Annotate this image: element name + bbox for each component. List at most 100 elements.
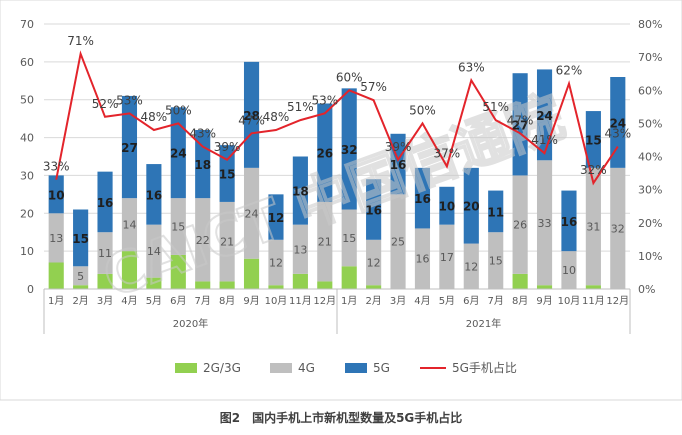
label-4g-18: 15 [489, 255, 503, 268]
bar-2G/3G-7 [219, 281, 235, 289]
bar-5G-6 [195, 130, 211, 199]
bar-2G/3G-10 [292, 273, 308, 289]
y-tick-label: 60 [20, 56, 34, 69]
bar-5G-9 [268, 194, 284, 240]
x-tick-label: 2月 [72, 295, 88, 307]
label-5g-20: 24 [536, 109, 553, 123]
bar-4G-16 [439, 224, 455, 289]
bar-2G/3G-20 [536, 285, 553, 289]
bar-5G-15 [414, 167, 431, 229]
legend-label: 2G/3G [203, 361, 241, 375]
label-pct-6: 43% [189, 127, 216, 141]
label-5g-19: 27 [512, 118, 529, 132]
label-4g-15: 16 [415, 253, 429, 266]
legend-swatch-4G [270, 363, 292, 373]
bar-4G-22 [585, 167, 601, 286]
label-5g-22: 15 [585, 133, 602, 147]
label-4g-9: 12 [269, 257, 283, 270]
labels-layer: 13 10 5 15 11 16 14 27 14 16 15 24 22 18 21 15 24 28 12 12 1… [43, 34, 631, 283]
y2-tick-label: 20% [638, 217, 662, 230]
y-tick-label: 10 [20, 245, 34, 258]
bar-4G-20 [536, 160, 553, 286]
label-4g-19: 26 [513, 219, 527, 232]
figure-caption: 图2 国内手机上市新机型数量及5G手机占比 [220, 410, 463, 425]
bar-2G/3G-4 [146, 277, 162, 289]
x-tick-label: 8月 [219, 295, 235, 307]
label-5g-14: 16 [390, 158, 407, 172]
bar-2G/3G-11 [317, 281, 333, 289]
bar-4G-4 [146, 224, 162, 278]
y2-tick-label: 0% [638, 283, 655, 296]
x-tick-label: 10月 [558, 295, 581, 307]
label-pct-19: 47% [507, 113, 534, 127]
x-tick-label: 11月 [289, 295, 312, 307]
label-pct-2: 52% [92, 97, 119, 111]
label-pct-7: 39% [214, 140, 241, 154]
bar-2G/3G-9 [268, 285, 284, 289]
line-5g-share [55, 50, 619, 186]
bar-4G-11 [317, 201, 333, 282]
x-group-label: 2021年 [466, 317, 501, 330]
label-4g-8: 24 [245, 207, 259, 220]
bar-4G-2 [97, 232, 113, 274]
bar-5G-3 [121, 95, 138, 199]
label-5g-2: 16 [97, 196, 114, 210]
bar-5G-0 [48, 175, 64, 214]
bar-4G-10 [292, 224, 308, 274]
label-5g-8: 28 [243, 109, 260, 123]
label-5g-7: 15 [219, 168, 236, 182]
label-4g-16: 17 [440, 251, 454, 264]
label-pct-12: 60% [336, 70, 363, 84]
legend-label: 4G [298, 361, 315, 375]
label-5g-17: 20 [463, 200, 480, 214]
x-tick-label: 6月 [463, 295, 479, 307]
axes-layer: 0 10 20 30 40 50 60 70 0% 10% 20% 30% 40% 50% 60% 70% 80… [20, 18, 662, 334]
label-5g-0: 10 [48, 188, 65, 202]
y2-tick-label: 60% [638, 84, 662, 97]
bar-5G-2 [97, 171, 113, 233]
bar-2G/3G-0 [48, 262, 64, 289]
bar-5G-22 [585, 111, 601, 168]
bar-4G-23 [610, 167, 626, 289]
bar-2G/3G-5 [170, 254, 186, 289]
y2-tick-label: 70% [638, 51, 662, 64]
label-4g-6: 22 [196, 234, 210, 247]
label-pct-14: 39% [385, 140, 412, 154]
bar-4G-14 [390, 194, 406, 289]
label-5g-15: 16 [414, 192, 431, 206]
bar-5G-7 [219, 145, 235, 202]
x-tick-label: 10月 [265, 295, 288, 307]
label-4g-11: 21 [318, 236, 332, 249]
x-tick-label: 5月 [439, 295, 455, 307]
y2-tick-label: 10% [638, 250, 662, 263]
bar-4G-9 [268, 239, 284, 286]
label-5g-18: 11 [487, 205, 504, 219]
bar-4G-13 [366, 239, 382, 286]
x-tick-label: 12月 [606, 295, 629, 307]
label-pct-22: 32% [580, 163, 607, 177]
y-tick-label: 40 [20, 132, 34, 145]
label-4g-20: 33 [538, 217, 552, 230]
bar-5G-21 [561, 190, 577, 252]
line-layer [55, 50, 619, 186]
x-tick-label: 7月 [488, 295, 504, 307]
label-pct-8: 47% [238, 113, 265, 127]
label-pct-16: 37% [434, 146, 461, 160]
label-4g-5: 15 [171, 221, 185, 234]
label-pct-10: 51% [287, 100, 314, 114]
bar-5G-20 [536, 69, 553, 161]
bar-5G-10 [292, 156, 308, 225]
label-4g-4: 14 [147, 245, 161, 258]
x-tick-label: 8月 [512, 295, 528, 307]
bar-4G-12 [341, 209, 357, 267]
x-tick-label: 1月 [341, 295, 357, 307]
bar-4G-15 [414, 228, 431, 289]
bar-2G/3G-12 [341, 266, 357, 289]
label-5g-6: 18 [194, 158, 211, 172]
label-4g-21: 10 [562, 264, 576, 277]
bar-5G-8 [243, 61, 260, 168]
label-pct-15: 50% [409, 103, 436, 117]
bar-5G-17 [463, 167, 479, 244]
